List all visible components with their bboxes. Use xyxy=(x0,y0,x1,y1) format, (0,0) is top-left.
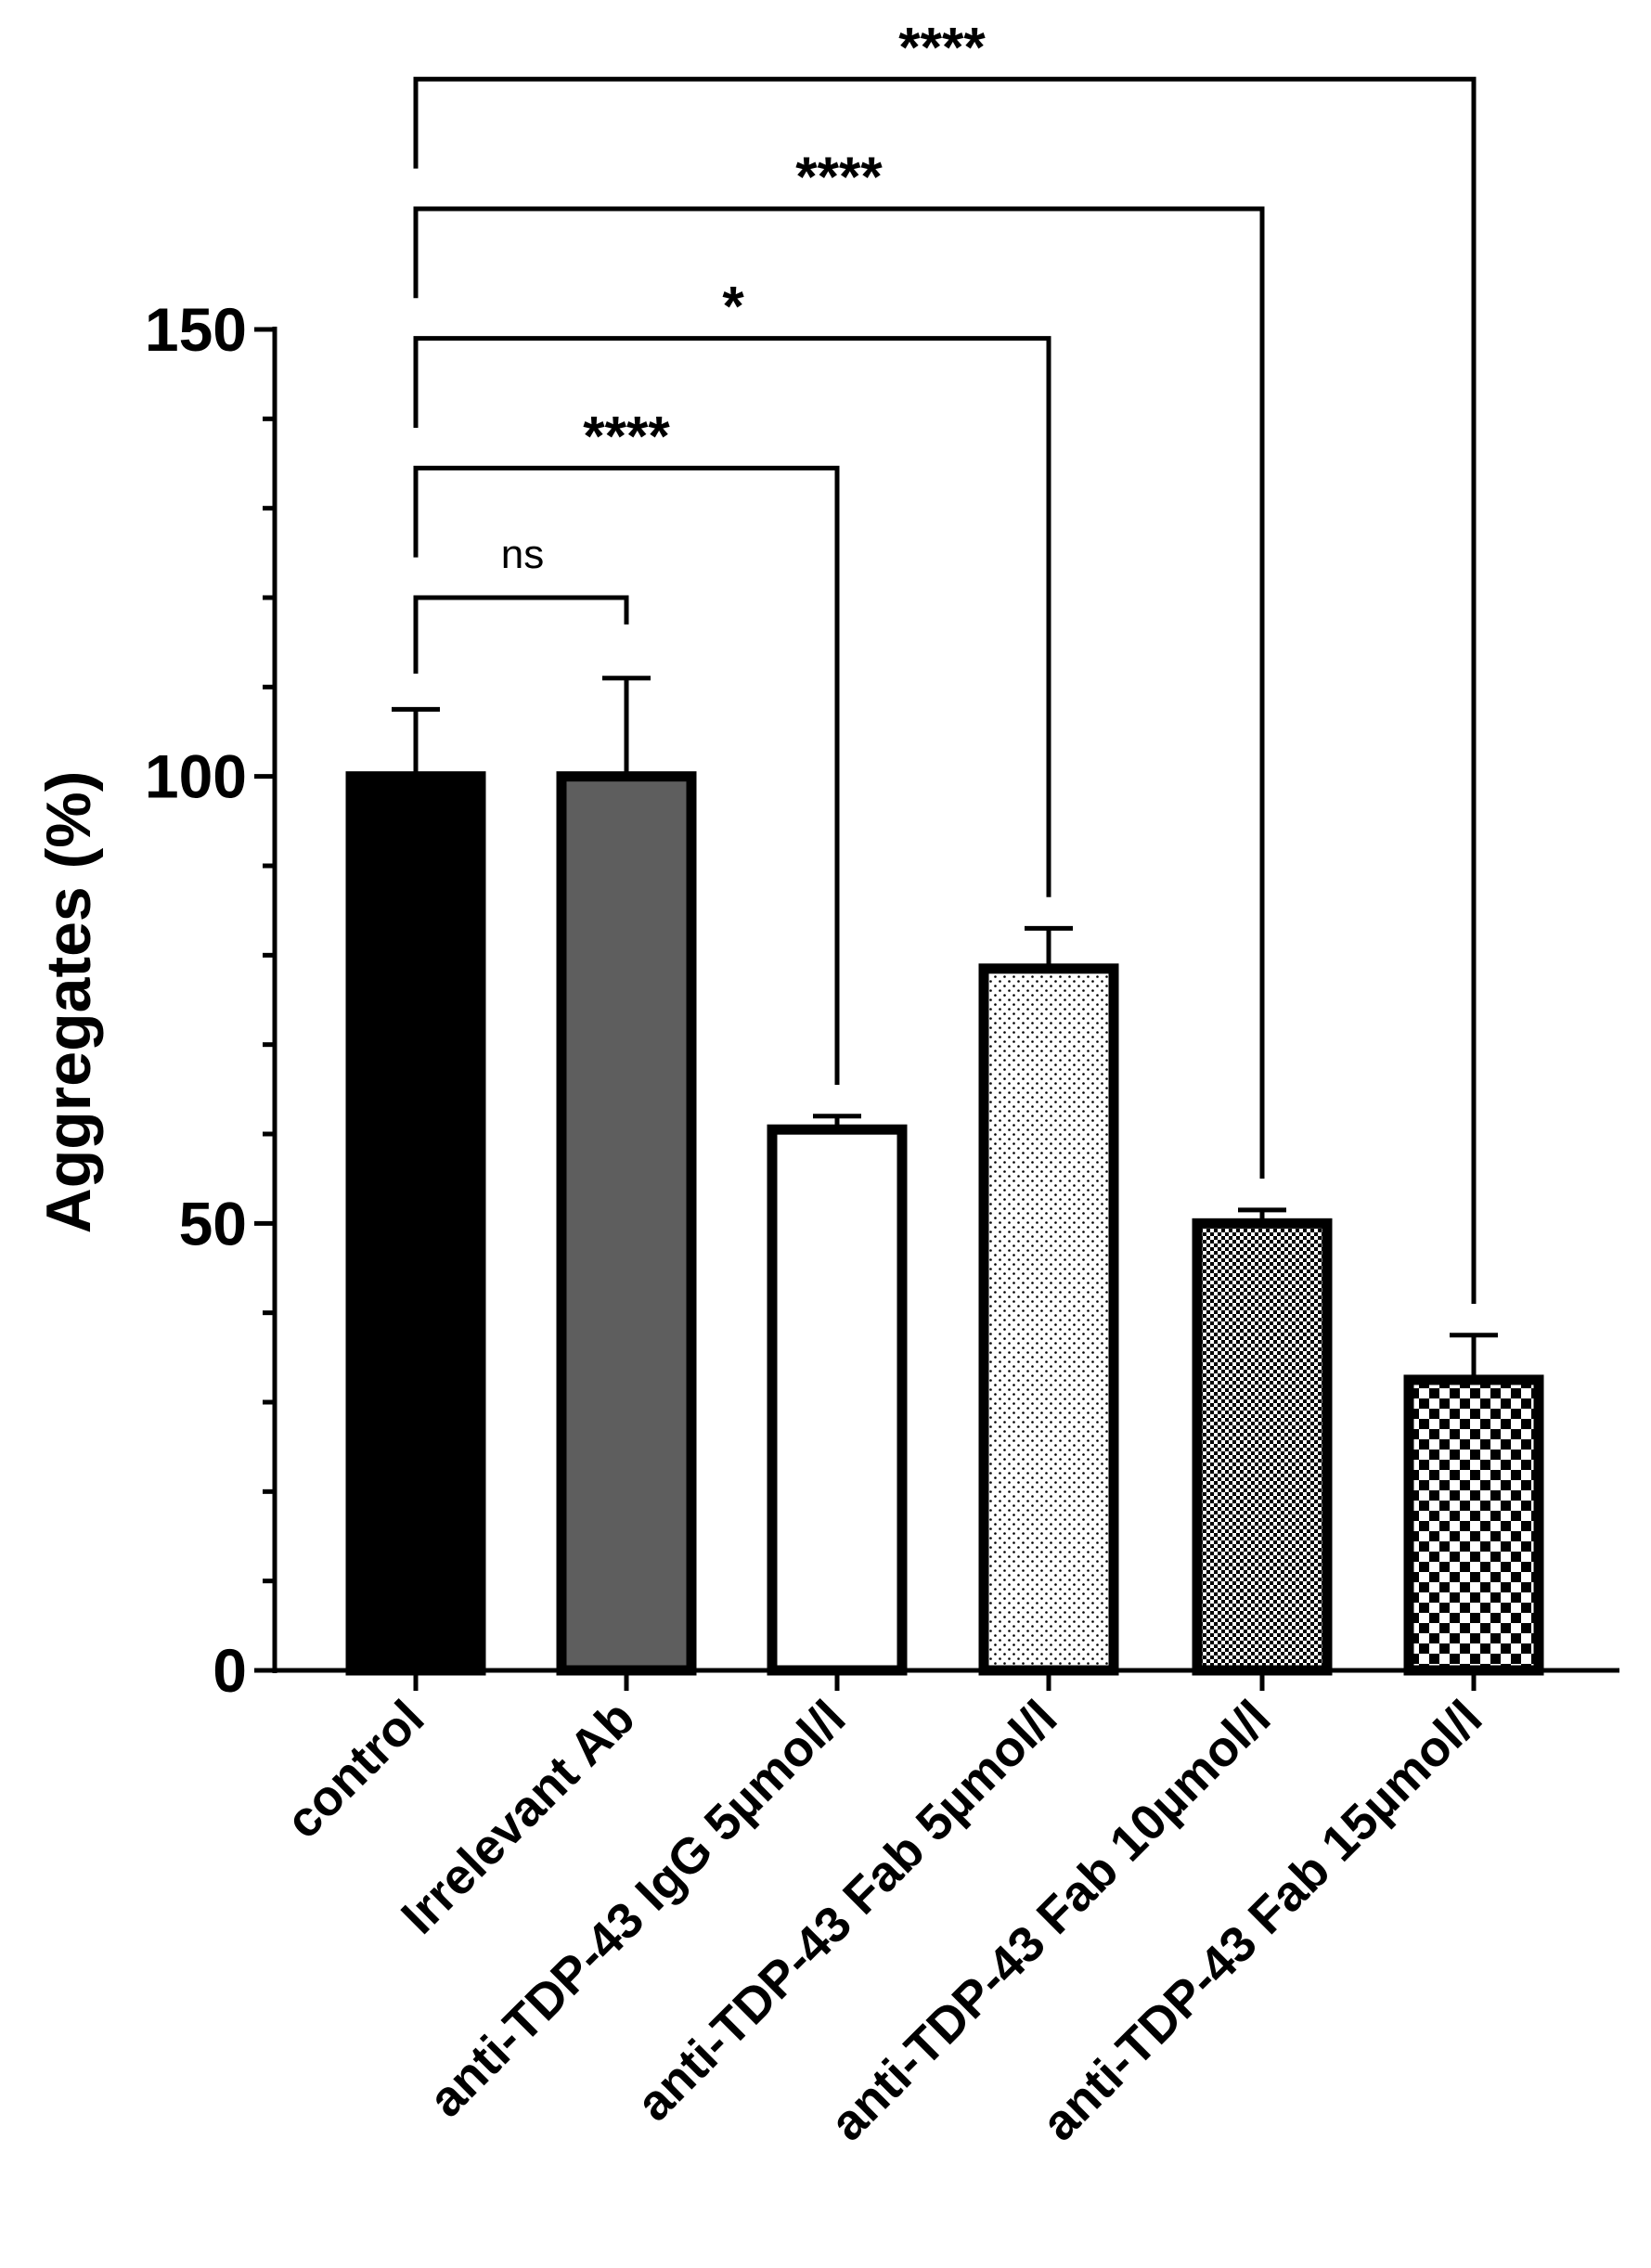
x-category-label: control xyxy=(276,1690,435,1849)
x-category-label: anti-TDP-43 Fab 15µmol/l xyxy=(1031,1690,1492,2151)
y-axis: 0 50 100 150 xyxy=(145,295,277,1705)
bar xyxy=(1403,1374,1544,1676)
x-category-label: anti-TDP-43 Fab 5µmol/l xyxy=(626,1690,1067,2132)
y-tick-label: 150 xyxy=(145,295,247,364)
bar xyxy=(556,771,697,1676)
bar xyxy=(1192,1218,1333,1676)
significance-bracket xyxy=(413,465,840,1086)
significance-bracket xyxy=(413,595,629,674)
y-tick-label: 0 xyxy=(213,1636,247,1705)
bar xyxy=(978,963,1119,1676)
y-axis-label: Aggregates (%) xyxy=(33,771,104,1234)
y-tick-label: 100 xyxy=(145,742,247,811)
significance-bracket xyxy=(413,206,1265,1179)
x-category-label: anti-TDP-43 IgG 5µmol/l xyxy=(419,1690,857,2128)
significance-bracket xyxy=(413,76,1477,1305)
significance-label: **** xyxy=(583,405,670,467)
bar xyxy=(767,1124,908,1676)
y-tick-label: 50 xyxy=(179,1189,247,1257)
significance-bracket xyxy=(413,336,1051,897)
bars-group xyxy=(345,771,1544,1676)
significance-brackets: ns************* xyxy=(413,16,1477,1305)
x-category-label: anti-TDP-43 Fab 10µmol/l xyxy=(819,1690,1281,2151)
significance-label: **** xyxy=(898,16,986,78)
significance-label: ns xyxy=(501,532,544,577)
error-bars-group xyxy=(392,676,1498,1380)
significance-label: **** xyxy=(795,146,883,208)
significance-label: * xyxy=(722,276,744,338)
bar xyxy=(345,771,486,1676)
